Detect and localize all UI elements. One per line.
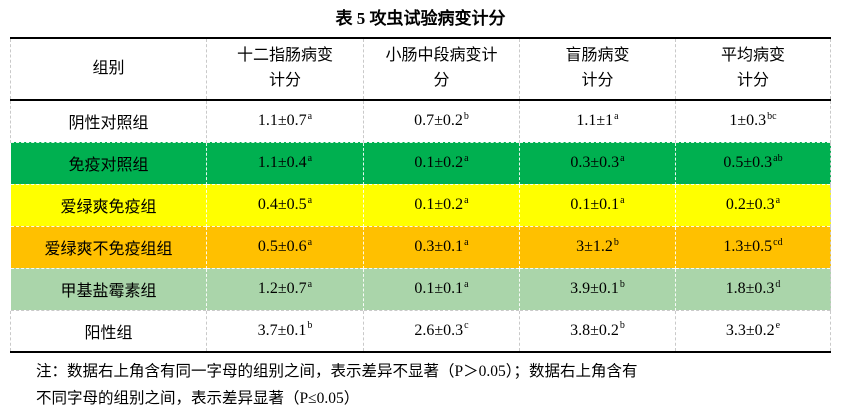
significance-superscript: b — [619, 320, 625, 332]
score-cell: 1.1±0.4a — [206, 141, 364, 184]
score-cell: 0.4±0.5a — [206, 183, 364, 226]
table-title: 表 5 攻虫试验病变计分 — [335, 9, 506, 28]
score-cell: 0.1±0.1a — [519, 183, 676, 226]
score-cell: 3.7±0.1b — [206, 309, 364, 353]
significance-superscript: bc — [767, 110, 777, 122]
score-cell: 3±1.2b — [519, 225, 676, 268]
table-row: 阴性对照组 1.1±0.7a 0.7±0.2b 1.1±1a 1±0.3bc — [10, 99, 831, 142]
score-cell: 1.2±0.7a — [206, 267, 364, 310]
score-cell: 0.1±0.2a — [363, 183, 520, 226]
score-cell: 2.6±0.3c — [363, 309, 520, 353]
group-name-cell: 爱绿爽免疫组 — [10, 183, 207, 226]
score-cell: 0.3±0.3a — [519, 141, 676, 184]
score-cell: 1.8±0.3d — [675, 267, 831, 310]
significance-superscript: e — [775, 320, 781, 332]
significance-superscript: a — [464, 152, 469, 164]
significance-superscript: a — [307, 194, 313, 206]
significance-superscript: a — [620, 152, 625, 164]
significance-superscript: a — [307, 278, 313, 290]
significance-superscript: a — [775, 194, 781, 206]
score-cell: 1.3±0.5cd — [675, 225, 831, 268]
group-name-cell: 阴性对照组 — [10, 99, 207, 142]
group-name-cell: 免疫对照组 — [10, 141, 207, 184]
significance-superscript: b — [463, 110, 469, 122]
header-cell-average-score: 平均病变 计分 — [675, 37, 831, 101]
table-header: 组别 十二指肠病变 计分 小肠中段病变计 分 盲肠病变 计分 平均病变 计分 — [10, 37, 831, 101]
score-cell: 0.7±0.2b — [363, 99, 520, 142]
table-row: 爱绿爽不免疫组组 0.5±0.6a 0.3±0.1a 3±1.2b 1.3±0.5cd — [10, 225, 831, 268]
significance-superscript: a — [464, 194, 469, 206]
score-cell: 0.5±0.3ab — [675, 141, 831, 184]
group-name-cell: 阳性组 — [10, 309, 207, 353]
significance-superscript: a — [464, 278, 469, 290]
significance-superscript: a — [307, 152, 313, 164]
significance-superscript: a — [307, 236, 313, 248]
header-row: 组别 十二指肠病变 计分 小肠中段病变计 分 盲肠病变 计分 平均病变 计分 — [10, 37, 831, 101]
group-name-cell: 爱绿爽不免疫组组 — [10, 225, 207, 268]
significance-superscript: ab — [773, 152, 783, 164]
footnote: 注：数据右上角含有同一字母的组别之间，表示差异不显著（P＞0.05）；数据右上角… — [36, 359, 805, 409]
score-cell: 0.1±0.1a — [363, 267, 520, 310]
significance-superscript: a — [620, 194, 625, 206]
significance-superscript: d — [775, 278, 781, 290]
table-row: 爱绿爽免疫组 0.4±0.5a 0.1±0.2a 0.1±0.1a 0.2±0.3a — [10, 183, 831, 226]
significance-superscript: c — [464, 320, 469, 332]
significance-superscript: a — [307, 110, 313, 122]
table-row: 免疫对照组 1.1±0.4a 0.1±0.2a 0.3±0.3a 0.5±0.3ab — [10, 141, 831, 184]
significance-superscript: a — [464, 236, 469, 248]
score-cell: 1±0.3bc — [675, 99, 831, 142]
score-cell: 1.1±1a — [519, 99, 676, 142]
significance-superscript: a — [614, 110, 619, 122]
lesion-score-table: 组别 十二指肠病变 计分 小肠中段病变计 分 盲肠病变 计分 平均病变 计分 阴… — [10, 37, 831, 353]
table-body: 阴性对照组 1.1±0.7a 0.7±0.2b 1.1±1a 1±0.3bc 免疫对照组 1… — [10, 99, 831, 353]
significance-superscript: b — [613, 236, 619, 248]
header-cell-group: 组别 — [10, 37, 207, 101]
group-name-cell: 甲基盐霉素组 — [10, 267, 207, 310]
header-cell-midgut-score: 小肠中段病变计 分 — [363, 37, 520, 101]
significance-superscript: b — [307, 320, 313, 332]
footnote-line-2: 不同字母的组别之间，表示差异显著（P≤0.05） — [36, 389, 360, 407]
significance-superscript: b — [619, 278, 625, 290]
score-cell: 0.1±0.2a — [363, 141, 520, 184]
score-cell: 3.3±0.2e — [675, 309, 831, 353]
score-cell: 3.9±0.1b — [519, 267, 676, 310]
significance-superscript: cd — [773, 236, 783, 248]
score-cell: 0.3±0.1a — [363, 225, 520, 268]
header-cell-duodenum-score: 十二指肠病变 计分 — [206, 37, 364, 101]
score-cell: 0.5±0.6a — [206, 225, 364, 268]
table-row: 甲基盐霉素组 1.2±0.7a 0.1±0.1a 3.9±0.1b 1.8±0.3d — [10, 267, 831, 310]
score-cell: 0.2±0.3a — [675, 183, 831, 226]
header-cell-cecum-score: 盲肠病变 计分 — [519, 37, 676, 101]
score-cell: 3.8±0.2b — [519, 309, 676, 353]
table-row: 阳性组 3.7±0.1b 2.6±0.3c 3.8±0.2b 3.3±0.2e — [10, 309, 831, 353]
score-cell: 1.1±0.7a — [206, 99, 364, 142]
footnote-line-1: 注：数据右上角含有同一字母的组别之间，表示差异不显著（P＞0.05）；数据右上角… — [36, 363, 638, 380]
